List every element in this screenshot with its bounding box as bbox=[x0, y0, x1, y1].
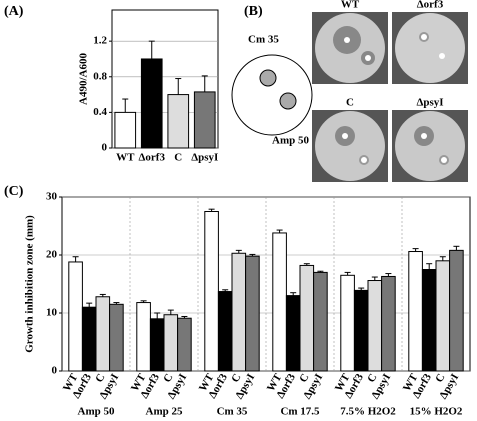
bar bbox=[149, 318, 165, 372]
x-tick-label: Amp 25 bbox=[146, 406, 183, 418]
x-tick-label: Cm 35 bbox=[217, 406, 248, 418]
bar bbox=[421, 269, 437, 372]
bar bbox=[217, 291, 233, 372]
y-axis-label: Growth inhibition zone (mm) bbox=[24, 215, 36, 353]
bar bbox=[285, 295, 301, 372]
y-tick-label: 30 bbox=[46, 191, 58, 203]
x-tick-label: WT bbox=[116, 152, 135, 164]
plate bbox=[395, 111, 465, 181]
bar bbox=[367, 280, 383, 372]
bar bbox=[449, 249, 464, 372]
y-tick-label: 0 bbox=[52, 365, 58, 377]
bar bbox=[109, 303, 124, 372]
photo-label: WT bbox=[341, 0, 360, 11]
disc-label: Amp 50 bbox=[272, 135, 309, 147]
plate bbox=[395, 13, 465, 83]
y-tick-label: 0.4 bbox=[93, 106, 107, 118]
bar bbox=[177, 317, 192, 372]
x-tick-label: Cm 17.5 bbox=[280, 406, 320, 418]
disc bbox=[259, 69, 277, 87]
bar bbox=[114, 111, 137, 149]
y-tick-label: 10 bbox=[46, 307, 58, 319]
bar bbox=[68, 261, 83, 372]
bar bbox=[353, 289, 369, 372]
y-axis-label: A490/A600 bbox=[78, 53, 90, 105]
disc bbox=[439, 53, 445, 59]
x-tick-label: Amp 50 bbox=[78, 406, 115, 418]
x-tick-label: ΔpsyI bbox=[191, 152, 218, 164]
disc bbox=[365, 55, 371, 61]
disc bbox=[279, 92, 297, 110]
disc bbox=[344, 37, 350, 43]
y-tick-label: 0.8 bbox=[93, 70, 107, 82]
bar bbox=[381, 275, 396, 372]
x-tick-label: 7.5% H2O2 bbox=[340, 406, 396, 418]
bar bbox=[140, 58, 163, 149]
panel-label: (C) bbox=[4, 184, 24, 199]
panel-label: (A) bbox=[4, 4, 24, 19]
bar bbox=[81, 306, 97, 372]
bar bbox=[136, 302, 151, 372]
disc-label: Cm 35 bbox=[248, 34, 279, 46]
panel-label: (B) bbox=[244, 4, 263, 19]
y-tick-label: 0 bbox=[102, 142, 108, 154]
plate bbox=[315, 111, 385, 181]
disc bbox=[421, 34, 427, 40]
disc bbox=[361, 157, 367, 163]
disc bbox=[421, 133, 427, 139]
bar bbox=[272, 232, 287, 372]
y-tick-label: 1.2 bbox=[93, 35, 107, 47]
plate-outline bbox=[231, 54, 313, 136]
bar bbox=[313, 271, 328, 372]
bar bbox=[167, 94, 190, 149]
photos bbox=[312, 12, 468, 182]
bar bbox=[231, 252, 247, 372]
y-tick-label: 20 bbox=[46, 249, 58, 261]
photo-label: Δorf3 bbox=[417, 0, 444, 11]
bar bbox=[95, 296, 111, 372]
x-tick-label: 15% H2O2 bbox=[410, 406, 463, 418]
x-tick-label: C bbox=[174, 152, 182, 164]
photo-label: ΔpsyI bbox=[416, 97, 443, 109]
bar bbox=[204, 211, 219, 372]
bar bbox=[245, 255, 260, 372]
bar bbox=[163, 314, 179, 372]
bar bbox=[435, 260, 451, 372]
x-tick-label: Δorf3 bbox=[139, 152, 166, 164]
bar bbox=[340, 274, 355, 372]
disc bbox=[342, 133, 348, 139]
bar bbox=[193, 91, 216, 149]
disc bbox=[441, 157, 447, 163]
photo-label: C bbox=[346, 97, 354, 109]
bar bbox=[408, 251, 423, 372]
bar bbox=[299, 264, 315, 372]
